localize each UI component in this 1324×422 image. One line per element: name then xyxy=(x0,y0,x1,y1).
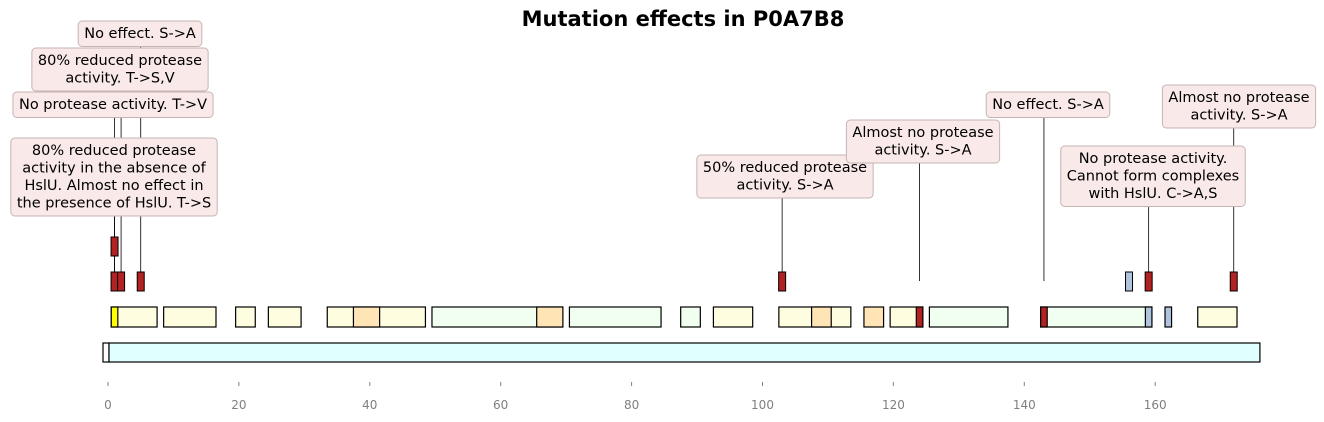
x-tick-label-160: 160 xyxy=(1144,398,1167,412)
x-tick-label-120: 120 xyxy=(882,398,905,412)
domain-region-16 xyxy=(916,307,923,327)
domain-region-2 xyxy=(164,307,216,327)
annotation-line: with HslU. C->A,S xyxy=(1089,186,1218,202)
sequence-track xyxy=(103,343,1260,362)
x-tick-label-40: 40 xyxy=(362,398,377,412)
domain-region-14 xyxy=(864,307,884,327)
annotation-text: No effect. S->A xyxy=(992,97,1104,113)
site-markers xyxy=(111,237,1237,291)
annotation-line: 80% reduced protease xyxy=(38,53,202,69)
domain-track xyxy=(111,307,1237,327)
x-tick-label-20: 20 xyxy=(231,398,246,412)
site-marker-6 xyxy=(1145,272,1152,291)
domain-region-4 xyxy=(268,307,301,327)
site-marker-4 xyxy=(779,272,786,291)
domain-region-1 xyxy=(111,307,118,327)
domain-region-9 xyxy=(569,307,661,327)
domain-region-11 xyxy=(713,307,752,327)
domain-region-19 xyxy=(1041,307,1048,327)
annotation-0: 80% reduced protease activity in the abse… xyxy=(11,138,217,216)
annotation-6: No effect. S->A xyxy=(986,92,1110,118)
annotation-8: Almost no protease activity. S->A xyxy=(1162,85,1315,128)
site-marker-5 xyxy=(1126,272,1133,291)
x-tick-label-140: 140 xyxy=(1013,398,1036,412)
domain-region-20 xyxy=(1145,307,1152,327)
annotation-line: 50% reduced protease xyxy=(703,160,867,176)
x-tick-label-0: 0 xyxy=(104,398,112,412)
annotation-1: No protease activity. T->V xyxy=(13,92,213,118)
annotation-line: Cannot form complexes xyxy=(1067,169,1239,185)
domain-region-8 xyxy=(537,307,563,327)
annotation-line: the presence of HslU. T->S xyxy=(17,196,211,212)
annotation-line: 80% reduced protease xyxy=(32,143,196,159)
sequence-bar xyxy=(109,343,1260,362)
domain-region-22 xyxy=(1198,307,1237,327)
annotation-line: activity. T->S,V xyxy=(65,71,174,87)
domain-region-18 xyxy=(1041,307,1152,327)
annotation-text: No protease activity. Cannot form complex… xyxy=(1067,151,1239,202)
sequence-start-cap xyxy=(103,343,109,362)
annotation-line: No effect. S->A xyxy=(992,97,1104,113)
site-marker-1 xyxy=(118,272,125,291)
annotation-text: No effect. S->A xyxy=(84,26,196,42)
annotation-text: No protease activity. T->V xyxy=(19,97,207,113)
site-marker-0 xyxy=(111,272,118,291)
domain-region-3 xyxy=(236,307,256,327)
domain-region-21 xyxy=(1165,307,1172,327)
site-marker-7 xyxy=(1230,272,1237,291)
annotation-line: Almost no protease xyxy=(852,125,993,141)
domain-region-17 xyxy=(929,307,1008,327)
annotation-boxes: 80% reduced protease activity in the abse… xyxy=(11,21,1316,216)
annotation-line: No protease activity. xyxy=(1079,151,1228,167)
annotation-7: No protease activity. Cannot form complex… xyxy=(1061,146,1245,207)
x-tick-label-60: 60 xyxy=(493,398,508,412)
annotation-5: Almost no protease activity. S->A xyxy=(846,120,999,163)
x-axis: 0 20 40 60 80 100 120 140 160 xyxy=(104,382,1166,412)
annotation-line: activity. S->A xyxy=(874,143,971,159)
annotation-text: 80% reduced protease activity in the abse… xyxy=(17,143,211,212)
domain-region-6 xyxy=(353,307,379,327)
annotation-line: No protease activity. T->V xyxy=(19,97,207,113)
chart-title: Mutation effects in P0A7B8 xyxy=(522,7,845,31)
annotation-line: HslU. Almost no effect in xyxy=(24,178,203,194)
domain-region-10 xyxy=(681,307,701,327)
site-marker-2 xyxy=(137,272,144,291)
annotation-line: Almost no protease xyxy=(1168,90,1309,106)
x-tick-label-80: 80 xyxy=(624,398,639,412)
annotation-3: No effect. S->A xyxy=(78,21,202,47)
domain-region-13 xyxy=(812,307,832,327)
annotation-2: 80% reduced protease activity. T->S,V xyxy=(32,48,208,91)
annotation-line: activity. S->A xyxy=(1190,108,1287,124)
site-marker-3 xyxy=(111,237,118,256)
annotation-line: activity. S->A xyxy=(736,178,833,194)
annotation-line: No effect. S->A xyxy=(84,26,196,42)
annotation-line: activity in the absence of xyxy=(22,161,206,177)
x-tick-label-100: 100 xyxy=(751,398,774,412)
